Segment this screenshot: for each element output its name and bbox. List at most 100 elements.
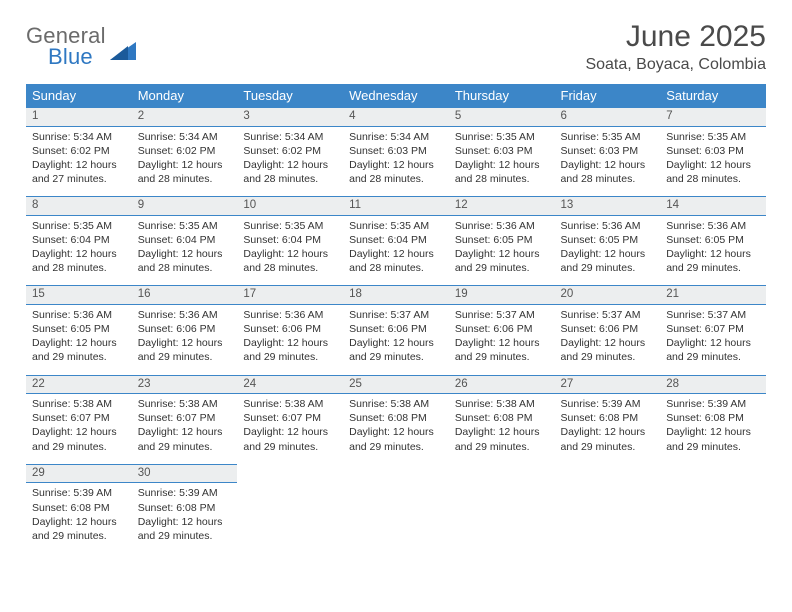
sunset-text: Sunset: 6:07 PM: [666, 322, 760, 336]
day-detail-cell: Sunrise: 5:38 AMSunset: 6:07 PMDaylight:…: [132, 394, 238, 465]
day-detail-cell: Sunrise: 5:35 AMSunset: 6:03 PMDaylight:…: [449, 126, 555, 197]
sunrise-text: Sunrise: 5:36 AM: [666, 219, 760, 233]
daynum-row: 2930: [26, 464, 766, 483]
daylight-text-2: and 29 minutes.: [349, 440, 443, 454]
day-detail-cell: Sunrise: 5:36 AMSunset: 6:06 PMDaylight:…: [132, 304, 238, 375]
day-number-cell: 17: [237, 286, 343, 305]
daylight-text-1: Daylight: 12 hours: [138, 336, 232, 350]
weekday-header: Monday: [132, 84, 238, 108]
day-number-cell: 3: [237, 108, 343, 127]
day-number-cell: [555, 464, 661, 483]
daylight-text-1: Daylight: 12 hours: [666, 247, 760, 261]
daylight-text-1: Daylight: 12 hours: [666, 158, 760, 172]
sunset-text: Sunset: 6:06 PM: [349, 322, 443, 336]
day-detail-cell: [343, 483, 449, 553]
daylight-text-1: Daylight: 12 hours: [349, 425, 443, 439]
sunset-text: Sunset: 6:02 PM: [138, 144, 232, 158]
day-detail-cell: Sunrise: 5:35 AMSunset: 6:03 PMDaylight:…: [555, 126, 661, 197]
daylight-text-2: and 29 minutes.: [349, 350, 443, 364]
day-number-cell: 28: [660, 375, 766, 394]
day-number-cell: 18: [343, 286, 449, 305]
weekday-header: Wednesday: [343, 84, 449, 108]
sunset-text: Sunset: 6:08 PM: [561, 411, 655, 425]
sunset-text: Sunset: 6:06 PM: [243, 322, 337, 336]
daynum-row: 22232425262728: [26, 375, 766, 394]
daylight-text-2: and 29 minutes.: [32, 350, 126, 364]
daylight-text-2: and 28 minutes.: [349, 172, 443, 186]
daylight-text-2: and 29 minutes.: [455, 440, 549, 454]
day-detail-cell: Sunrise: 5:38 AMSunset: 6:08 PMDaylight:…: [449, 394, 555, 465]
daylight-text-2: and 29 minutes.: [243, 440, 337, 454]
day-detail-cell: Sunrise: 5:34 AMSunset: 6:02 PMDaylight:…: [132, 126, 238, 197]
sunrise-text: Sunrise: 5:35 AM: [243, 219, 337, 233]
daylight-text-1: Daylight: 12 hours: [455, 247, 549, 261]
daylight-text-1: Daylight: 12 hours: [349, 247, 443, 261]
sunset-text: Sunset: 6:03 PM: [666, 144, 760, 158]
day-number-cell: 30: [132, 464, 238, 483]
sunrise-text: Sunrise: 5:34 AM: [32, 130, 126, 144]
detail-row: Sunrise: 5:35 AMSunset: 6:04 PMDaylight:…: [26, 215, 766, 286]
sunrise-text: Sunrise: 5:38 AM: [349, 397, 443, 411]
sunrise-text: Sunrise: 5:35 AM: [561, 130, 655, 144]
sunset-text: Sunset: 6:08 PM: [349, 411, 443, 425]
daylight-text-2: and 29 minutes.: [455, 350, 549, 364]
day-detail-cell: Sunrise: 5:37 AMSunset: 6:06 PMDaylight:…: [449, 304, 555, 375]
sunrise-text: Sunrise: 5:38 AM: [138, 397, 232, 411]
day-detail-cell: Sunrise: 5:39 AMSunset: 6:08 PMDaylight:…: [132, 483, 238, 553]
sunset-text: Sunset: 6:04 PM: [349, 233, 443, 247]
day-number-cell: 1: [26, 108, 132, 127]
day-detail-cell: Sunrise: 5:35 AMSunset: 6:03 PMDaylight:…: [660, 126, 766, 197]
day-number-cell: 12: [449, 197, 555, 216]
location-subtitle: Soata, Boyaca, Colombia: [585, 56, 766, 74]
sunset-text: Sunset: 6:04 PM: [243, 233, 337, 247]
daylight-text-2: and 29 minutes.: [561, 350, 655, 364]
brand-line2: Blue: [48, 47, 106, 68]
detail-row: Sunrise: 5:38 AMSunset: 6:07 PMDaylight:…: [26, 394, 766, 465]
sunset-text: Sunset: 6:07 PM: [243, 411, 337, 425]
daylight-text-1: Daylight: 12 hours: [243, 425, 337, 439]
sunset-text: Sunset: 6:06 PM: [455, 322, 549, 336]
daylight-text-2: and 29 minutes.: [243, 350, 337, 364]
day-number-cell: 15: [26, 286, 132, 305]
sunrise-text: Sunrise: 5:39 AM: [32, 486, 126, 500]
daylight-text-1: Daylight: 12 hours: [561, 158, 655, 172]
day-number-cell: 16: [132, 286, 238, 305]
daylight-text-1: Daylight: 12 hours: [455, 425, 549, 439]
sunrise-text: Sunrise: 5:36 AM: [138, 308, 232, 322]
daynum-row: 891011121314: [26, 197, 766, 216]
sunset-text: Sunset: 6:06 PM: [561, 322, 655, 336]
month-title: June 2025: [585, 20, 766, 54]
daynum-row: 1234567: [26, 108, 766, 127]
day-number-cell: [237, 464, 343, 483]
daylight-text-2: and 29 minutes.: [455, 261, 549, 275]
daylight-text-2: and 28 minutes.: [32, 261, 126, 275]
day-detail-cell: Sunrise: 5:36 AMSunset: 6:05 PMDaylight:…: [555, 215, 661, 286]
daylight-text-1: Daylight: 12 hours: [138, 425, 232, 439]
day-detail-cell: Sunrise: 5:36 AMSunset: 6:05 PMDaylight:…: [660, 215, 766, 286]
day-number-cell: [660, 464, 766, 483]
daylight-text-1: Daylight: 12 hours: [32, 425, 126, 439]
day-detail-cell: Sunrise: 5:37 AMSunset: 6:06 PMDaylight:…: [343, 304, 449, 375]
day-number-cell: 6: [555, 108, 661, 127]
day-detail-cell: [660, 483, 766, 553]
day-number-cell: 21: [660, 286, 766, 305]
daylight-text-1: Daylight: 12 hours: [349, 158, 443, 172]
daylight-text-2: and 28 minutes.: [349, 261, 443, 275]
day-number-cell: 5: [449, 108, 555, 127]
weekday-header: Thursday: [449, 84, 555, 108]
weekday-header: Friday: [555, 84, 661, 108]
calendar-page: General Blue June 2025 Soata, Boyaca, Co…: [0, 0, 792, 573]
daylight-text-2: and 29 minutes.: [32, 529, 126, 543]
day-detail-cell: Sunrise: 5:38 AMSunset: 6:08 PMDaylight:…: [343, 394, 449, 465]
page-header: General Blue June 2025 Soata, Boyaca, Co…: [26, 20, 766, 74]
daylight-text-2: and 29 minutes.: [666, 261, 760, 275]
daylight-text-1: Daylight: 12 hours: [666, 425, 760, 439]
sunrise-text: Sunrise: 5:39 AM: [138, 486, 232, 500]
day-detail-cell: Sunrise: 5:35 AMSunset: 6:04 PMDaylight:…: [237, 215, 343, 286]
daylight-text-2: and 28 minutes.: [138, 261, 232, 275]
daylight-text-1: Daylight: 12 hours: [455, 336, 549, 350]
weekday-header: Sunday: [26, 84, 132, 108]
daylight-text-2: and 29 minutes.: [32, 440, 126, 454]
sunrise-text: Sunrise: 5:35 AM: [349, 219, 443, 233]
daylight-text-1: Daylight: 12 hours: [32, 515, 126, 529]
